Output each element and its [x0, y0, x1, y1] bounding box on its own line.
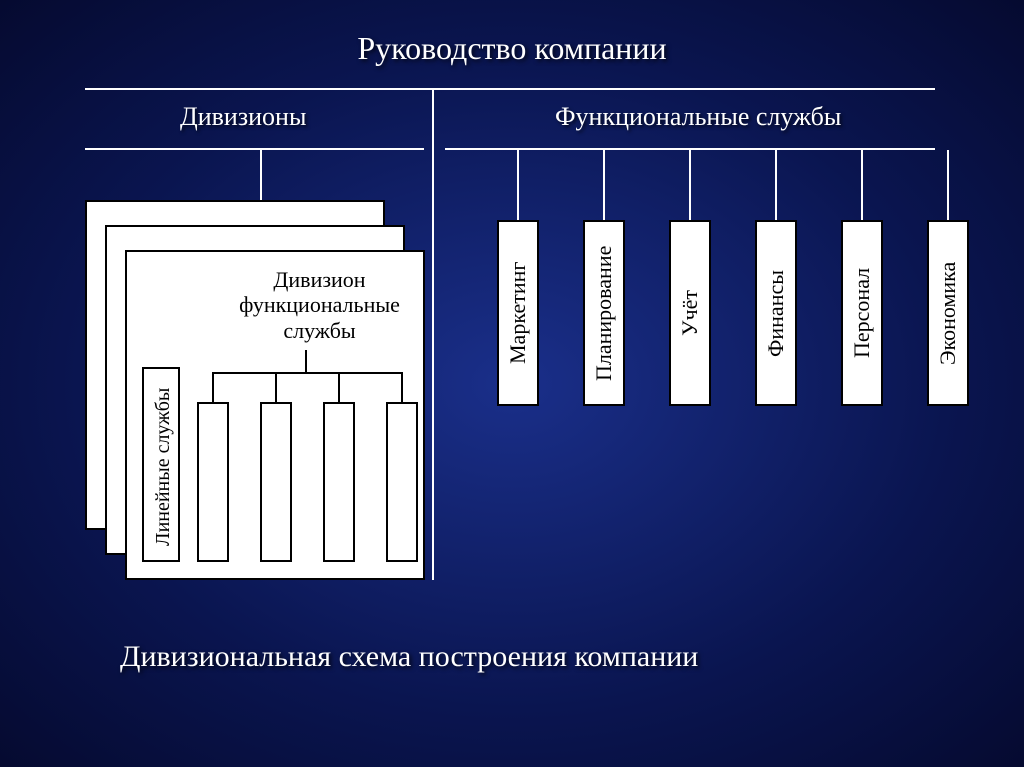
func-box-finance: Финансы	[755, 220, 797, 406]
inner-tree-drop-4	[401, 372, 403, 402]
inner-tree-drop-2	[275, 372, 277, 402]
func-box-economics: Экономика	[927, 220, 969, 406]
connector-func-5	[861, 150, 863, 220]
connector-to-divisions	[260, 150, 262, 200]
linear-services-label: Линейные службы	[152, 377, 175, 557]
inner-unit-box-4	[386, 402, 418, 562]
func-label-finance: Финансы	[757, 222, 795, 404]
connector-func-2	[603, 150, 605, 220]
divider-center-vertical	[432, 88, 434, 580]
divider-top	[85, 88, 935, 90]
subtitle-divisions: Дивизионы	[180, 102, 306, 132]
func-label-planning: Планирование	[585, 222, 623, 404]
inner-unit-box-1	[197, 402, 229, 562]
connector-func-4	[775, 150, 777, 220]
inner-tree-bar	[212, 372, 402, 374]
page-title: Руководство компании	[357, 30, 666, 67]
func-box-personnel: Персонал	[841, 220, 883, 406]
func-label-personnel: Персонал	[843, 222, 881, 404]
func-box-accounting: Учёт	[669, 220, 711, 406]
func-label-economics: Экономика	[929, 222, 967, 404]
diagram-caption: Дивизиональная схема построения компании	[120, 640, 698, 674]
divider-sub-left	[85, 148, 424, 150]
inner-tree-drop-1	[212, 372, 214, 402]
inner-unit-box-2	[260, 402, 292, 562]
division-card-title: Дивизион функциональные службы	[222, 267, 417, 343]
inner-tree-stem	[305, 350, 307, 372]
func-label-accounting: Учёт	[671, 222, 709, 404]
inner-tree-drop-3	[338, 372, 340, 402]
func-box-marketing: Маркетинг	[497, 220, 539, 406]
connector-func-1	[517, 150, 519, 220]
func-label-marketing: Маркетинг	[499, 222, 537, 404]
connector-func-6	[947, 150, 949, 220]
inner-unit-box-3	[323, 402, 355, 562]
division-card-front: Дивизион функциональные службы Линейные …	[125, 250, 425, 580]
func-box-planning: Планирование	[583, 220, 625, 406]
linear-services-box: Линейные службы	[142, 367, 180, 562]
connector-func-3	[689, 150, 691, 220]
subtitle-functional: Функциональные службы	[555, 102, 841, 132]
